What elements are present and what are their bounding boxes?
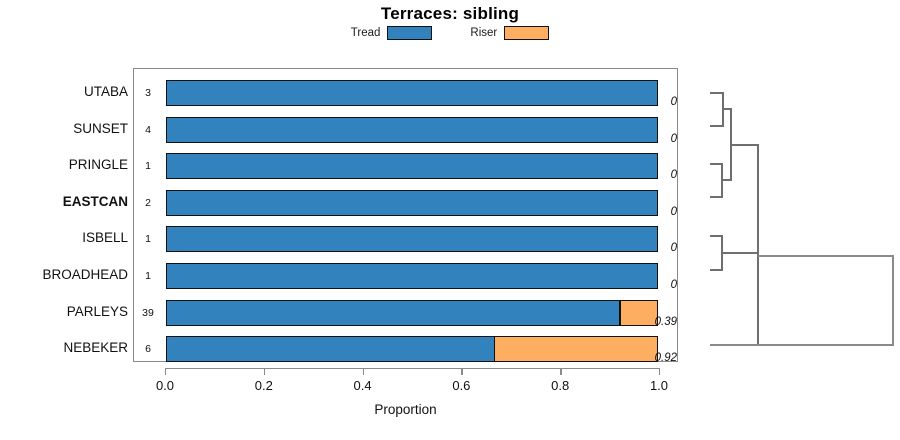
row-n-value: 39 bbox=[142, 306, 154, 319]
x-tick-label: 1.0 bbox=[649, 378, 669, 393]
y-axis-label-parleys: PARLEYS bbox=[66, 303, 128, 319]
bar-segment-tread[interactable] bbox=[167, 117, 657, 142]
legend-item-tread[interactable]: Tread bbox=[351, 26, 433, 40]
bar-segment-tread[interactable] bbox=[167, 190, 657, 215]
x-tick bbox=[461, 368, 463, 375]
row-h-value: 0.92 bbox=[654, 352, 677, 365]
page-title: Terraces: sibling bbox=[380, 4, 520, 23]
stacked-bar[interactable] bbox=[166, 116, 658, 143]
bar-chart-panel: 3 0 4 0 1 0 2 0 1 0 1 0 39 0.39 6 0.92 bbox=[133, 68, 678, 365]
row-n-value: 1 bbox=[145, 270, 151, 282]
bar-row: 6 0.92 bbox=[134, 336, 677, 365]
row-h-value: 0 bbox=[670, 205, 677, 218]
bar-segment-tread[interactable] bbox=[167, 337, 494, 362]
x-axis: 0.0 0.2 0.4 0.6 0.8 1.0 bbox=[133, 368, 678, 393]
legend: Tread Riser bbox=[0, 26, 900, 40]
bar-segment-divider bbox=[493, 337, 496, 362]
row-h-value: 0 bbox=[670, 242, 677, 255]
row-h-value: 0.39 bbox=[654, 315, 677, 328]
y-axis-label-nebeker: NEBEKER bbox=[63, 340, 128, 356]
bar-segment-tread[interactable] bbox=[167, 300, 620, 325]
dendrogram-svg bbox=[710, 92, 894, 346]
row-h-value: 0 bbox=[670, 169, 677, 182]
row-h-value: 0 bbox=[670, 279, 677, 291]
row-h-value: 0 bbox=[670, 132, 677, 145]
bar-segment-riser[interactable] bbox=[620, 300, 657, 325]
bar-segment-tread[interactable] bbox=[167, 154, 657, 179]
dendrogram-branches bbox=[710, 92, 894, 346]
legend-label-riser: Riser bbox=[470, 27, 498, 39]
stacked-bar[interactable] bbox=[166, 80, 658, 106]
stacked-bar[interactable] bbox=[166, 153, 658, 180]
y-axis-label-broadhead: BROADHEAD bbox=[42, 267, 128, 282]
bar-segment-divider bbox=[619, 300, 621, 325]
stacked-bar[interactable] bbox=[166, 263, 658, 289]
bar-segment-riser[interactable] bbox=[495, 337, 657, 362]
bar-rows-container: 3 0 4 0 1 0 2 0 1 0 1 0 39 0.39 6 0.92 bbox=[134, 69, 677, 365]
stacked-bar[interactable] bbox=[166, 336, 658, 363]
legend-item-riser[interactable]: Riser bbox=[470, 26, 550, 40]
y-axis-label-isbell: ISBELL bbox=[82, 230, 128, 246]
x-axis-title: Proportion bbox=[374, 402, 437, 417]
x-tick-label: 0.2 bbox=[254, 378, 273, 393]
x-tick bbox=[165, 368, 167, 375]
stacked-bar[interactable] bbox=[166, 299, 658, 326]
x-tick bbox=[659, 368, 661, 375]
row-n-value: 1 bbox=[145, 160, 151, 173]
row-n-value: 4 bbox=[145, 123, 151, 136]
x-tick-label: 0.8 bbox=[551, 378, 570, 393]
legend-swatch-tread bbox=[387, 26, 433, 40]
y-axis-label-utaba: UTABA bbox=[83, 84, 128, 99]
row-n-value: 2 bbox=[145, 196, 151, 209]
x-axis-line bbox=[165, 368, 659, 370]
stacked-bar[interactable] bbox=[166, 189, 658, 216]
y-axis-label-eastcan: EASTCAN bbox=[62, 193, 128, 209]
dendrogram bbox=[686, 60, 900, 370]
y-axis-label-sunset: SUNSET bbox=[73, 120, 128, 136]
stacked-bar[interactable] bbox=[166, 226, 658, 253]
x-tick bbox=[263, 368, 266, 375]
x-tick bbox=[362, 368, 364, 375]
bar-segment-tread[interactable] bbox=[167, 264, 657, 288]
legend-swatch-riser bbox=[504, 26, 550, 40]
bar-segment-tread[interactable] bbox=[167, 227, 657, 252]
x-tick-label: 0.0 bbox=[155, 378, 175, 393]
row-n-value: 1 bbox=[145, 233, 151, 246]
x-tick bbox=[560, 368, 562, 375]
x-tick-label: 0.6 bbox=[452, 378, 471, 393]
row-h-value: 0 bbox=[670, 96, 677, 108]
bar-row: 39 0.39 bbox=[134, 299, 677, 328]
row-n-value: 3 bbox=[145, 87, 151, 99]
bar-segment-tread[interactable] bbox=[167, 81, 657, 105]
legend-label-tread: Tread bbox=[350, 27, 381, 39]
row-n-value: 6 bbox=[145, 343, 151, 356]
x-tick-label: 0.4 bbox=[353, 378, 372, 393]
y-axis-label-pringle: PRINGLE bbox=[68, 157, 128, 173]
